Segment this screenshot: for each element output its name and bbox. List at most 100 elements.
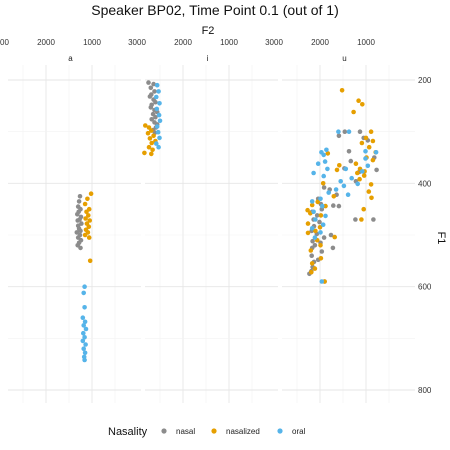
point-nasalized	[335, 168, 340, 173]
x-tick-label: 2000	[311, 38, 329, 47]
point-oral	[342, 184, 347, 189]
y-tick-label: 200	[418, 76, 432, 85]
point-nasalized	[369, 182, 374, 187]
point-nasalized	[355, 171, 360, 176]
point-nasalized	[148, 136, 153, 141]
point-nasal	[148, 94, 153, 99]
point-oral	[81, 331, 86, 336]
point-nasalized	[83, 233, 88, 238]
chart-title: Speaker BP02, Time Point 0.1 (out of 1)	[91, 2, 338, 18]
point-nasalized	[149, 152, 154, 157]
point-oral	[82, 305, 87, 310]
point-oral	[320, 279, 325, 284]
point-nasalized	[310, 261, 315, 266]
legend-label-nasal: nasal	[176, 427, 195, 436]
point-nasalized	[150, 148, 155, 153]
point-nasalized	[149, 141, 154, 146]
point-oral	[156, 89, 161, 94]
legend-key-nasalized	[211, 428, 216, 433]
point-nasalized	[332, 235, 337, 240]
point-nasalized	[364, 136, 369, 141]
point-nasalized	[340, 88, 345, 93]
point-nasal	[75, 212, 80, 217]
legend-title: Nasality	[108, 426, 148, 438]
legend-key-nasal	[161, 428, 166, 433]
point-oral	[81, 291, 86, 296]
point-oral	[321, 153, 326, 158]
point-nasalized	[85, 197, 90, 202]
point-nasalized	[337, 163, 342, 168]
panel-i: 3000 2000 1000 i	[128, 38, 278, 403]
point-oral	[313, 235, 318, 240]
point-nasalized	[356, 98, 361, 103]
point-nasal	[78, 246, 83, 251]
panel-u: 3000 2000 1000u	[265, 38, 415, 403]
point-oral	[313, 217, 318, 222]
y-tick-label: 600	[418, 283, 432, 292]
x-tick-label: 1000	[220, 38, 238, 47]
point-nasalized	[88, 259, 93, 264]
point-nasalized	[332, 194, 337, 199]
point-oral	[155, 124, 160, 129]
x-tick-label: 2000	[174, 38, 192, 47]
legend: Nasality nasal nasalized oral	[108, 426, 306, 438]
point-oral	[374, 150, 379, 155]
point-oral	[323, 214, 328, 219]
point-oral	[338, 179, 343, 184]
legend-label-nasalized: nasalized	[226, 427, 260, 436]
point-oral	[346, 192, 351, 197]
point-nasalized	[321, 181, 326, 186]
point-nasalized	[319, 213, 324, 218]
point-nasal	[343, 129, 348, 134]
x-tick-label: 1000	[357, 38, 375, 47]
point-oral	[157, 136, 162, 141]
y-tick-label: 400	[418, 179, 432, 188]
strip-label-i: i	[207, 54, 209, 63]
point-nasal	[349, 159, 354, 164]
point-oral	[324, 148, 329, 153]
point-nasal	[317, 220, 322, 225]
point-nasal	[353, 217, 358, 222]
x-tick-label: 3000	[128, 38, 146, 47]
point-nasalized	[354, 161, 359, 166]
point-nasal	[320, 249, 325, 254]
point-oral	[157, 101, 162, 106]
point-oral	[363, 156, 368, 161]
point-nasal	[331, 203, 336, 208]
point-oral	[158, 119, 163, 124]
strip-label-a: a	[68, 54, 73, 63]
point-oral	[325, 167, 330, 172]
point-oral	[323, 159, 328, 164]
point-nasalized	[360, 141, 365, 146]
point-nasalized	[87, 235, 92, 240]
point-oral	[83, 342, 88, 347]
point-nasalized	[359, 217, 364, 222]
point-oral	[82, 358, 87, 363]
point-nasalized	[367, 189, 372, 194]
point-oral	[81, 315, 86, 320]
point-nasalized	[357, 177, 362, 182]
point-nasal	[322, 185, 327, 190]
point-nasalized	[306, 221, 311, 226]
point-nasal	[146, 80, 151, 85]
point-nasal	[371, 217, 376, 222]
point-nasal	[149, 105, 154, 110]
point-oral	[318, 197, 323, 202]
legend-label-oral: oral	[292, 427, 306, 436]
point-oral	[311, 171, 316, 176]
y-axis-title: F1	[435, 232, 447, 245]
point-nasalized	[146, 131, 151, 136]
point-nasalized	[362, 173, 367, 178]
point-nasalized	[309, 248, 314, 253]
point-oral	[336, 129, 341, 134]
point-nasalized	[371, 158, 376, 163]
point-oral	[156, 130, 161, 135]
point-nasalized	[351, 110, 356, 115]
point-nasalized	[369, 196, 374, 201]
point-oral	[321, 174, 326, 179]
point-oral	[320, 204, 325, 209]
point-nasal	[77, 199, 82, 204]
point-oral	[84, 327, 89, 332]
point-nasalized	[319, 256, 324, 261]
